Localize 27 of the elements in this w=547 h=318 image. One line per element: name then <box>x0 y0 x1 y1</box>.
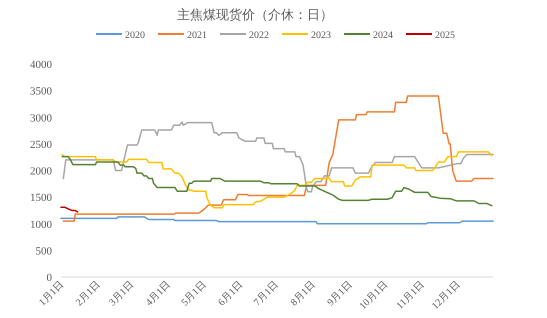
x-tick-label: 8月1日 <box>288 279 318 308</box>
legend-label: 2023 <box>311 30 331 41</box>
x-tick-label: 3月1日 <box>107 279 136 308</box>
y-tick-label: 4000 <box>30 59 52 71</box>
x-tick-label: 7月1日 <box>252 279 281 308</box>
x-tick-label: 6月1日 <box>216 279 246 308</box>
legend-label: 2021 <box>187 30 207 41</box>
x-tick-label: 9月1日 <box>326 279 355 308</box>
y-tick-label: 3000 <box>30 112 52 124</box>
x-tick-label: 5月1日 <box>180 279 209 308</box>
y-tick-label: 0 <box>46 272 52 284</box>
x-tick-label: 11月1日 <box>394 279 427 312</box>
legend-label: 2020 <box>125 30 145 41</box>
legend-label: 2025 <box>435 30 455 41</box>
y-tick-label: 500 <box>36 245 52 258</box>
y-tick-label: 1000 <box>30 218 52 231</box>
y-tick-label: 1500 <box>30 192 52 204</box>
chart-title: 主焦煤现货价（介休：日） <box>177 7 333 22</box>
y-tick-label: 3500 <box>30 86 52 98</box>
x-tick-label: 12月1日 <box>430 279 463 312</box>
x-tick-label: 2月1日 <box>74 279 103 308</box>
x-tick-label: 10月1日 <box>358 279 390 312</box>
legend-label: 2022 <box>249 30 269 41</box>
x-tick-label: 4月1日 <box>144 279 173 308</box>
y-tick-label: 2500 <box>30 138 52 151</box>
y-tick-label: 2000 <box>30 166 52 178</box>
legend-label: 2024 <box>373 30 393 41</box>
